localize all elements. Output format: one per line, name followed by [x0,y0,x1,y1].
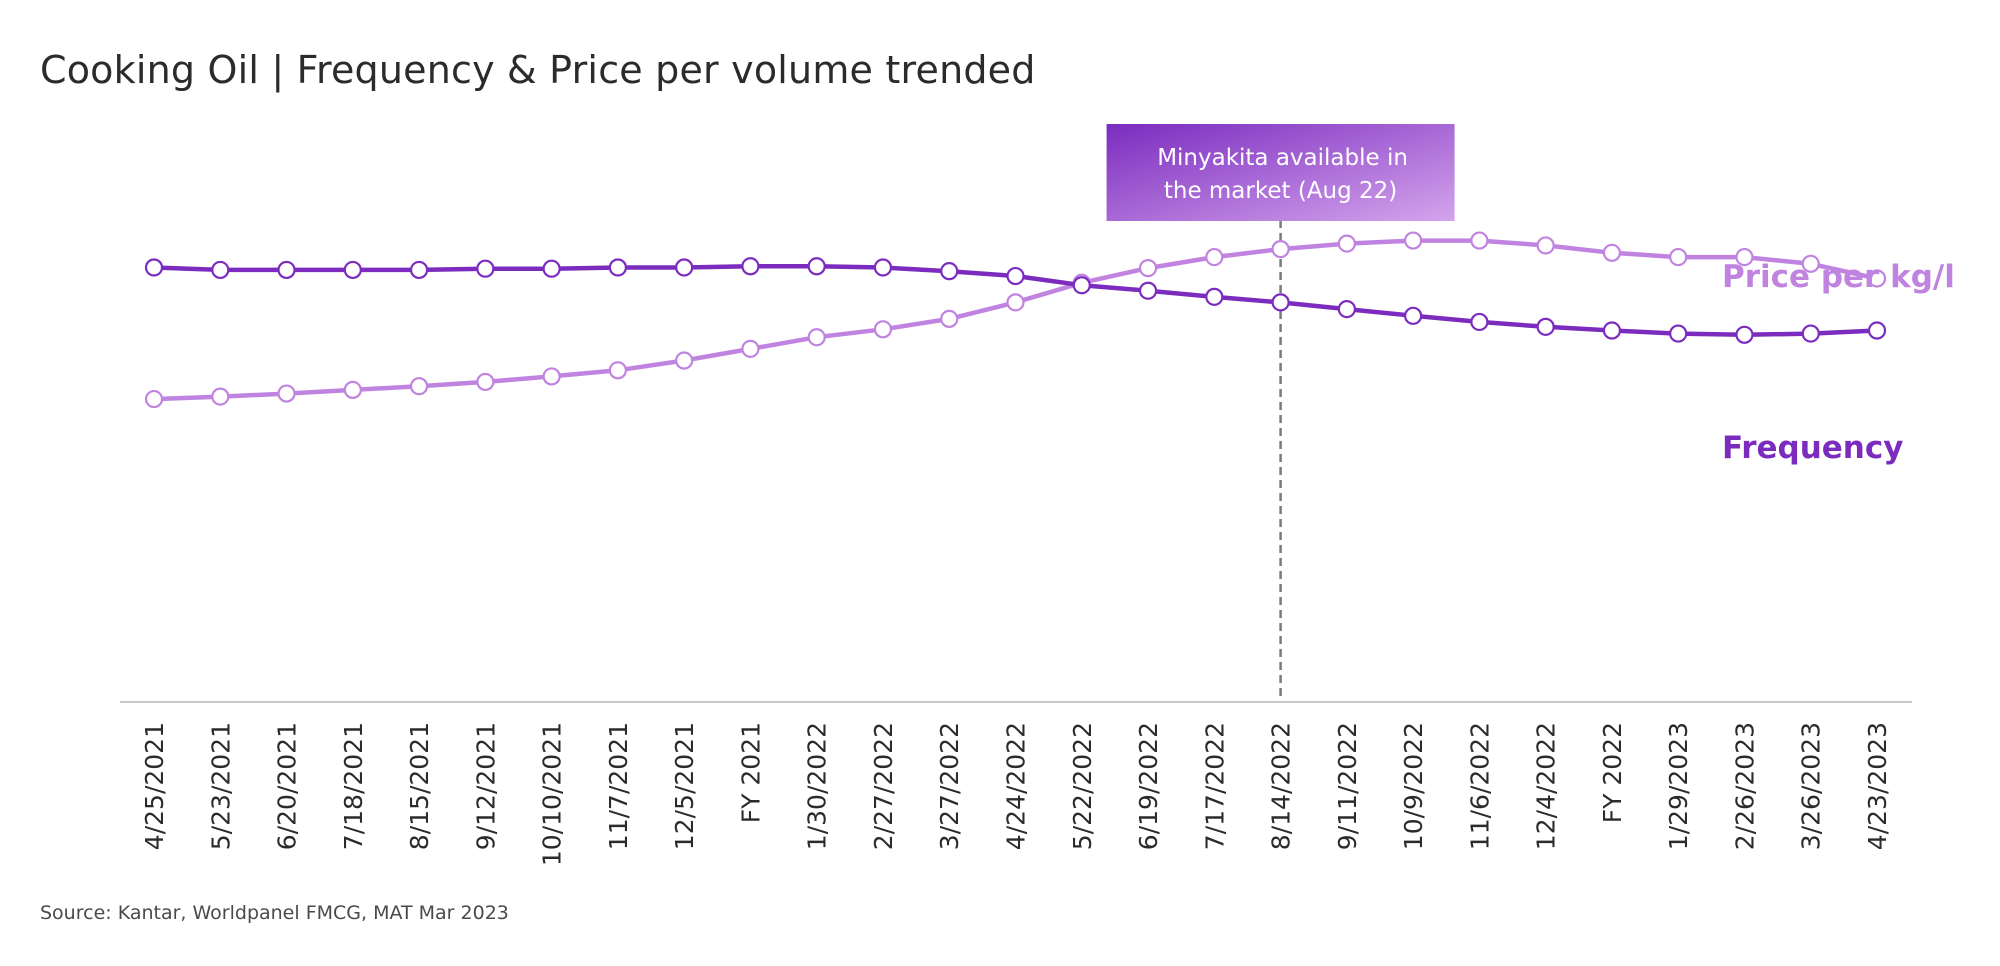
x-tick-label: 11/6/2022 [1465,722,1494,850]
data-point [1138,258,1158,278]
data-point [1801,254,1820,273]
chart-title: Cooking Oil | Frequency & Price per volu… [40,48,1036,92]
data-point [211,260,230,280]
data-point [741,257,760,276]
data-point [608,258,627,277]
x-tick-label: 1/30/2022 [803,722,832,850]
x-tick-label: 10/9/2022 [1399,722,1428,850]
data-point [873,258,893,277]
x-tick-label: 12/5/2021 [670,722,699,850]
data-point [476,259,495,278]
x-tick-label: 10/10/2021 [538,722,567,866]
x-tick-label: 6/20/2021 [273,722,302,850]
x-tick-label: 8/14/2022 [1267,722,1296,850]
data-point [1669,324,1688,343]
series-layer [144,231,1887,409]
data-point [1867,269,1887,288]
data-point [1735,325,1754,344]
x-tick-label: 4/23/2023 [1863,722,1892,850]
x-tick-label: 7/18/2021 [339,722,368,850]
x-tick-label: FY 2022 [1598,722,1627,823]
x-tick-label: 8/15/2021 [405,722,434,850]
data-point [1669,247,1688,267]
data-point [741,339,760,358]
series-label-frequency: Frequency [1722,430,1903,466]
data-point [144,389,164,409]
data-point [807,257,826,276]
data-point [1138,281,1158,300]
data-point [1205,247,1224,267]
data-point [1536,236,1555,255]
data-point [675,258,694,277]
annotation-callout: Minyakita available in the market (Aug 22… [1106,124,1455,702]
data-point [1602,321,1622,340]
x-tick-label: 7/17/2022 [1200,722,1229,850]
data-point [1006,266,1025,286]
annotation-box [1106,124,1455,221]
data-point [1801,324,1820,343]
data-point [608,361,627,380]
data-point [1271,240,1290,259]
data-point [807,328,826,347]
data-point [476,372,495,392]
source-note: Source: Kantar, Worldpanel FMCG, MAT Mar… [40,902,509,924]
x-tick-label: 9/11/2022 [1333,722,1362,850]
data-point [1470,231,1489,250]
x-tick-label: 4/25/2021 [140,722,169,850]
data-point [1271,293,1290,312]
x-tick-label: 5/23/2021 [206,722,235,850]
data-point [1867,321,1887,340]
data-point [1602,243,1622,262]
x-tick-label: 2/27/2022 [869,722,898,850]
data-point [1006,293,1025,312]
annotation-text-line-1: Minyakita available in [1157,145,1408,171]
x-tick-label: 3/26/2023 [1797,722,1826,850]
x-tick-label: 6/19/2022 [1134,722,1163,850]
data-point [1337,299,1356,319]
data-point [1337,234,1356,253]
annotation-text-line-2: the market (Aug 22) [1164,178,1397,204]
data-point [1470,312,1489,332]
series-price-per-kg-l [144,231,1887,409]
x-tick-label: 12/4/2022 [1532,722,1561,850]
x-tick-label: 11/7/2021 [604,722,633,850]
data-point [277,260,296,280]
data-point [1536,317,1555,336]
data-point [1205,287,1224,306]
x-tick-label: 2/26/2023 [1730,722,1759,850]
data-point [1404,231,1423,250]
data-point [542,259,561,278]
data-point [1072,276,1091,295]
data-point [409,260,429,280]
data-point [144,258,164,277]
data-point [343,260,362,280]
data-point [542,367,561,386]
data-point [1735,247,1754,267]
x-tick-label: 4/24/2022 [1002,722,1031,850]
data-point [343,380,362,399]
data-point [873,320,893,339]
data-point [1404,306,1423,325]
series-frequency [144,257,1887,344]
data-point [940,309,959,328]
x-tick-label: 1/29/2023 [1664,722,1693,850]
x-tick-label: 5/22/2022 [1068,722,1097,850]
x-tick-label: FY 2021 [736,722,765,823]
data-point [675,351,694,370]
series-label-price-per-kg-l: Price per kg/l [1722,259,1955,295]
series-labels: Frequency Price per kg/l [1722,259,1955,466]
data-point [409,377,429,396]
data-point [277,384,296,403]
data-point [940,262,959,281]
x-tick-label: 9/12/2021 [471,722,500,850]
x-axis-tick-labels: 4/25/2021 5/23/2021 6/20/2021 7/18/2021 8/15… [140,722,1892,866]
x-tick-label: 3/27/2022 [935,722,964,850]
data-point [211,387,230,406]
